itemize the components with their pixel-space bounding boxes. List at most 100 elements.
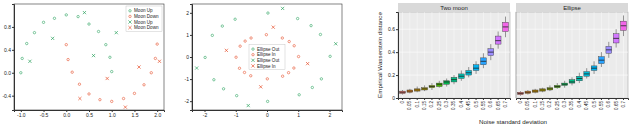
median xyxy=(473,68,479,69)
median xyxy=(591,68,597,69)
box-body xyxy=(481,58,487,65)
grid-line-x xyxy=(535,12,536,98)
series xyxy=(235,33,300,80)
tick: -0.4 xyxy=(2,93,14,99)
point xyxy=(83,11,86,14)
box xyxy=(576,73,582,83)
plot-background xyxy=(398,12,510,98)
box xyxy=(547,85,553,91)
tick-label: 0.2 xyxy=(547,101,552,108)
whisker-low xyxy=(431,88,432,90)
tick: 0.6 xyxy=(388,26,398,32)
tick-label: 0 xyxy=(518,101,523,104)
grid-line-x xyxy=(402,12,403,98)
box-body xyxy=(562,83,568,85)
tick-mark xyxy=(527,98,528,100)
point xyxy=(71,71,73,73)
box-body xyxy=(422,88,428,90)
tick: 0.65 xyxy=(614,98,619,110)
tick-mark xyxy=(190,79,192,80)
point xyxy=(221,25,223,27)
point xyxy=(111,100,113,102)
point xyxy=(329,55,331,57)
point xyxy=(133,92,135,94)
whisker-high xyxy=(623,15,624,21)
tick-label: 0.7 xyxy=(621,101,626,108)
box-body xyxy=(488,49,494,56)
tick-mark xyxy=(623,98,624,100)
point xyxy=(213,79,215,81)
box-panel: Two moon00.20.40.600.050.10.150.20.250.3… xyxy=(388,3,510,110)
point xyxy=(265,33,267,35)
median xyxy=(599,60,605,61)
tick-label: 0.45 xyxy=(466,101,471,110)
tick-mark xyxy=(190,101,192,102)
tick-label: 0.7 xyxy=(503,101,508,108)
tick: 0.05 xyxy=(407,98,412,110)
box xyxy=(569,77,575,85)
median xyxy=(458,76,464,77)
box xyxy=(407,89,413,94)
point xyxy=(334,42,337,45)
point xyxy=(310,24,312,26)
box xyxy=(466,67,472,77)
whisker-high xyxy=(579,73,580,76)
tick-label: 2.0 xyxy=(154,112,161,118)
tick-label: 0.5 xyxy=(474,101,479,108)
legend-label: Ellipse Out xyxy=(257,58,280,63)
tick-mark xyxy=(490,98,491,100)
axis: -0.40.00.40.8 xyxy=(2,5,14,111)
point xyxy=(259,85,262,88)
tick-mark xyxy=(431,98,432,100)
box xyxy=(606,42,612,58)
grid-line-x xyxy=(586,12,587,98)
legend-label: Moon Up xyxy=(134,20,153,25)
point xyxy=(124,106,127,109)
tick-label: -2 xyxy=(203,112,208,118)
box xyxy=(444,79,450,87)
axis: -2-1012 xyxy=(185,5,193,111)
tick: 0.7 xyxy=(503,98,508,107)
figure: -1.0-0.50.00.51.01.52.0-0.40.00.40.8Moon… xyxy=(0,0,640,128)
tick-label: 0.2 xyxy=(429,101,434,108)
tick-mark xyxy=(190,35,192,36)
box-body xyxy=(466,70,472,75)
tick: 0.25 xyxy=(555,98,560,110)
series xyxy=(28,11,118,63)
tick-mark xyxy=(520,98,521,100)
point xyxy=(122,97,124,99)
box-body xyxy=(503,22,509,31)
point xyxy=(267,12,269,14)
median xyxy=(495,40,501,41)
median xyxy=(429,86,435,87)
point xyxy=(281,7,284,10)
box xyxy=(584,68,590,78)
tick: 0.05 xyxy=(525,98,530,110)
tick-label: 0.15 xyxy=(422,101,427,110)
panel-title: Ellipse xyxy=(563,5,581,11)
legend-box xyxy=(249,44,285,69)
tick-label: 0.1 xyxy=(533,101,538,108)
legend-marker xyxy=(252,54,254,56)
box-body xyxy=(613,34,619,43)
plot-background xyxy=(516,12,628,98)
tick-label: 0.3 xyxy=(444,101,449,108)
tick-mark xyxy=(396,29,398,30)
box-body xyxy=(407,90,413,92)
box xyxy=(429,83,435,90)
whisker-high xyxy=(417,87,418,89)
tick-mark xyxy=(572,98,573,100)
tick-label: 0 xyxy=(392,95,395,101)
whisker-low xyxy=(498,44,499,49)
tick: 0.3 xyxy=(562,98,567,107)
legend: Ellipse OutEllipse InEllipse OutEllipse … xyxy=(249,44,285,69)
point xyxy=(298,94,300,96)
point xyxy=(88,93,90,95)
median xyxy=(481,61,487,62)
point xyxy=(222,88,224,90)
tick-label: 1.0 xyxy=(109,112,116,118)
legend-label: Moon Up xyxy=(134,8,153,13)
point xyxy=(28,60,31,63)
box-body xyxy=(584,72,590,77)
whisker-high xyxy=(601,52,602,57)
